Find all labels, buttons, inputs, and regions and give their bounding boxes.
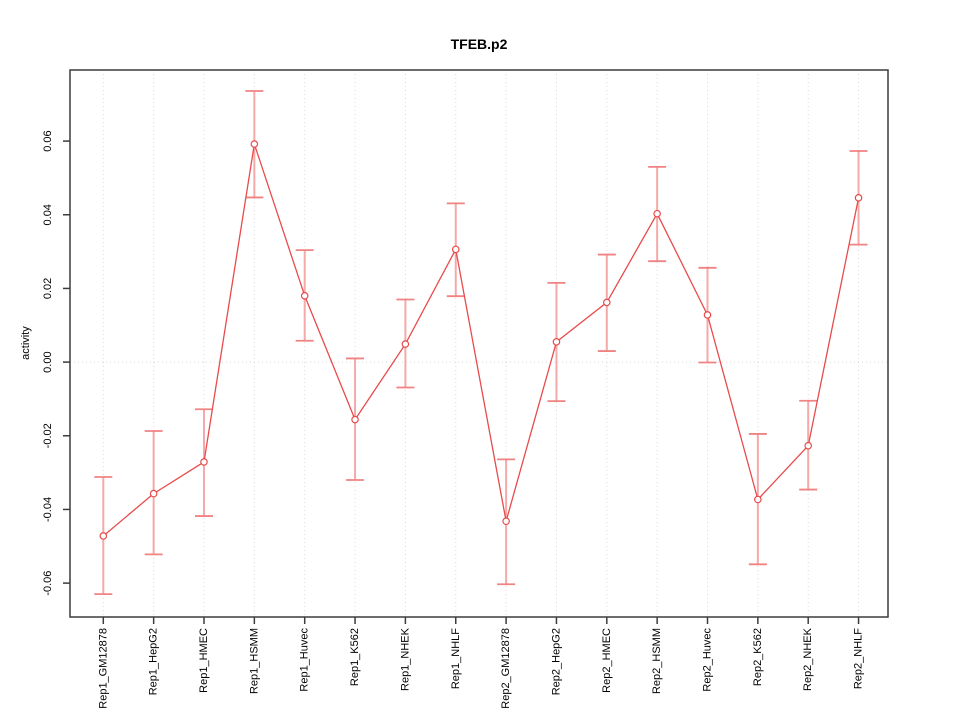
- data-point: [200, 458, 208, 466]
- series-line: [102, 143, 860, 537]
- data-point: [502, 517, 510, 526]
- data-point: [99, 532, 108, 540]
- x-tick-label: Rep2_HSMM: [651, 628, 663, 694]
- data-point: [552, 338, 561, 346]
- x-tick-label: Rep2_NHEK: [802, 627, 814, 691]
- x-tick-label: Rep1_GM12878: [97, 628, 109, 709]
- x-tick-label: Rep2_HepG2: [550, 628, 562, 695]
- data-point: [703, 311, 712, 319]
- y-tick-label: 0.06: [42, 130, 54, 151]
- x-tick-label: Rep2_Huvec: [702, 628, 714, 692]
- x-tick-label: Rep2_GM12878: [500, 628, 512, 709]
- x-tick-label: Rep1_HepG2: [148, 628, 160, 695]
- y-tick-label: -0.02: [42, 423, 54, 448]
- data-point: [602, 298, 611, 307]
- data-point: [250, 140, 259, 148]
- x-tick-label: Rep1_Huvec: [299, 628, 311, 692]
- data-point: [854, 194, 863, 202]
- x-tick-label: Rep2_HMEC: [601, 628, 613, 693]
- chart-title: TFEB.p2: [450, 36, 508, 52]
- y-tick-label: 0.02: [42, 278, 54, 299]
- x-tick-label: Rep2_K562: [752, 628, 764, 686]
- x-tick-label: Rep1_K562: [349, 628, 361, 686]
- y-tick-label: 0.04: [42, 204, 54, 225]
- plot-box: [69, 69, 889, 618]
- data-point: [804, 441, 813, 450]
- y-tick-label: 0.00: [42, 351, 54, 372]
- data-point: [300, 291, 309, 300]
- y-tick-label: -0.06: [42, 571, 54, 596]
- data-point: [451, 245, 460, 254]
- data-point: [401, 340, 410, 348]
- x-tick-label: Rep1_NHEK: [399, 627, 411, 691]
- data-point: [653, 209, 661, 218]
- x-tick-label: Rep1_HMEC: [198, 628, 210, 693]
- x-tick-label: Rep1_NHLF: [450, 628, 462, 689]
- y-tick-label: -0.04: [42, 497, 54, 522]
- data-point: [351, 415, 359, 424]
- x-tick-label: Rep1_HSMM: [248, 628, 260, 694]
- data-point: [754, 495, 762, 504]
- x-tick-label: Rep2_NHLF: [853, 628, 865, 689]
- data-point: [149, 489, 158, 498]
